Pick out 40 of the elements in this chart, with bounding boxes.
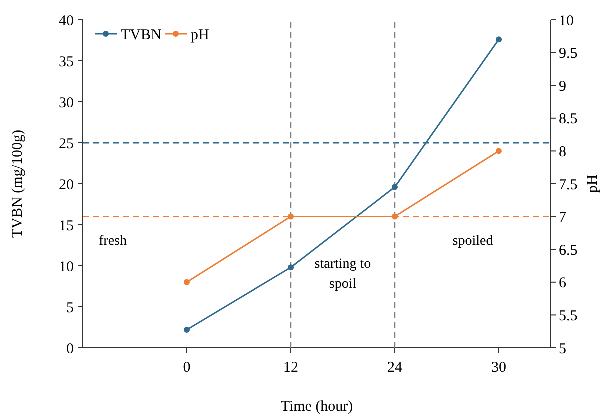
point [288,264,294,271]
point [184,279,190,286]
point [288,214,294,220]
y2-tick-label: 6 [559,276,567,292]
y-tick-label: 20 [59,177,74,194]
y-tick-label: 10 [59,259,74,276]
annotation: starting to spoil [314,257,372,292]
y-tick-label: 15 [59,218,74,234]
x-tick-label: 0 [183,360,191,376]
y-tick-label: 30 [59,95,74,112]
x-tick-label: 24 [388,360,403,376]
y-tick-label: 40 [59,13,74,30]
x-tick-label: 12 [284,360,298,376]
x-tick-label: 30 [492,360,506,376]
y2-tick-label: 9 [559,78,566,95]
y-tick-label: 0 [66,341,74,358]
y2-tick-label: 8 [559,144,566,160]
annotation: fresh [99,234,127,249]
y-tick-label: 25 [59,136,74,152]
legend-label: TVBN [121,27,162,44]
y2-tick-label: 9.5 [559,46,578,62]
y2-tick-label: 6.5 [559,242,578,259]
annotation: spoiled [452,234,494,249]
y2-tick-label: 5.5 [559,308,578,324]
y2-tick-label: 8.5 [559,112,578,128]
y2-tick-label: 10 [559,13,574,30]
y2-tick-label: 7.5 [559,177,578,194]
point [392,184,398,190]
y-tick-label: 35 [59,54,74,70]
y-axis-title: TVBN (mg/100g) [10,130,26,238]
point [184,326,190,333]
point [392,214,398,220]
point [496,148,502,154]
legend-label: pH [191,27,210,44]
x-axis-title: Time (hour) [280,399,354,415]
point [496,36,502,43]
y2-tick-label: 5 [559,341,566,358]
y2-tick-label: 7 [559,210,567,226]
y2-axis-title: pH [585,174,601,194]
y-tick-label: 5 [66,300,74,316]
